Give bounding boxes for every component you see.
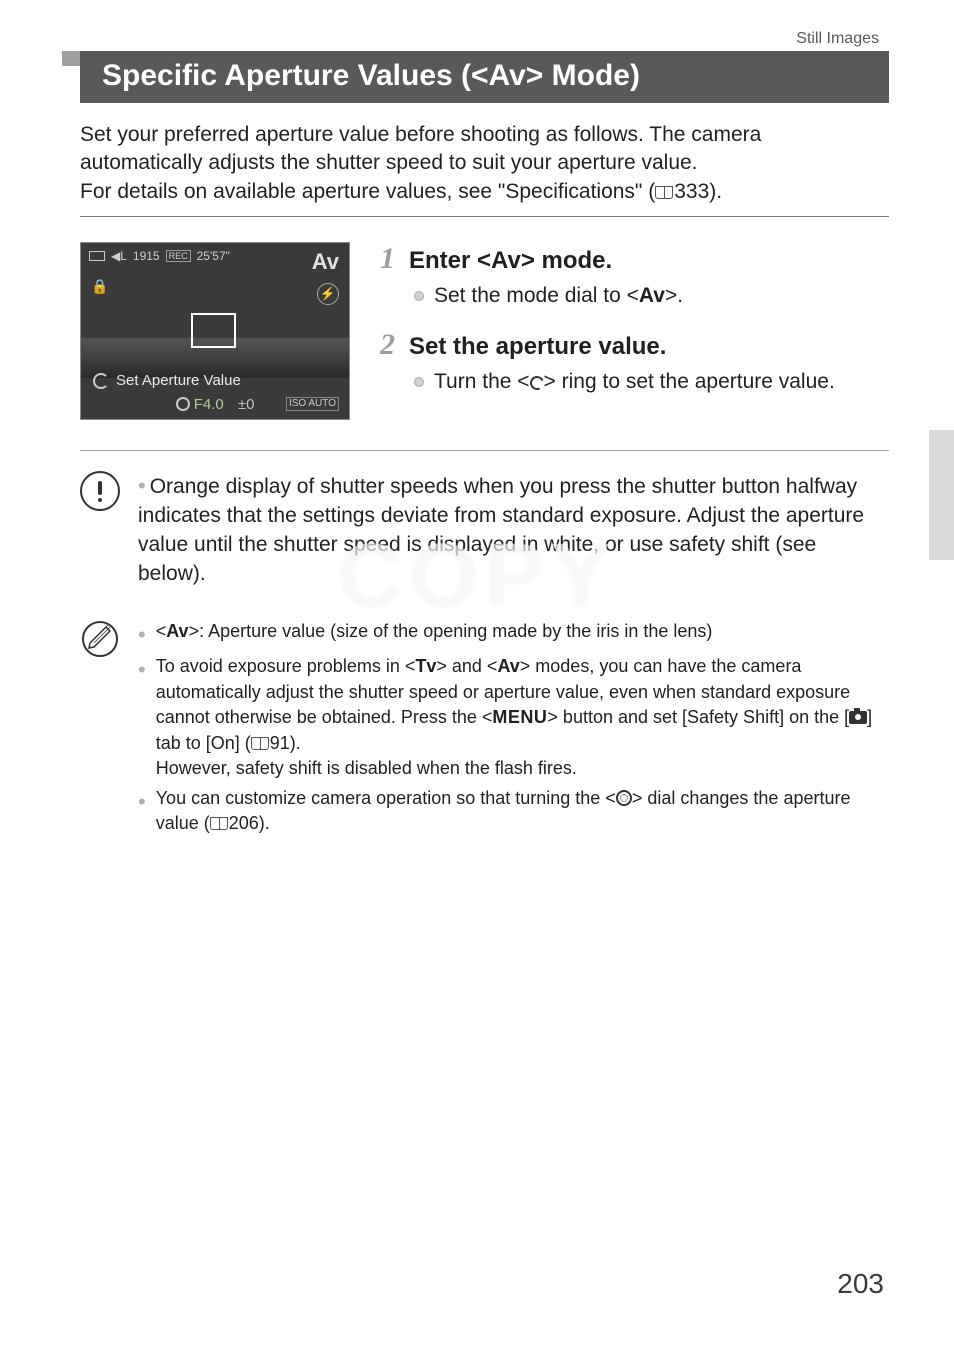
book-icon <box>655 186 673 199</box>
bullet-dot <box>414 377 424 387</box>
bullet-dot <box>414 291 424 301</box>
pencil-note-icon <box>80 619 120 659</box>
note2-b: > and < <box>436 656 497 676</box>
note2-ref: 91 <box>270 733 290 753</box>
step-2-title: Set the aperture value. <box>409 333 666 361</box>
note3-c: ). <box>259 813 270 833</box>
tv-symbol: Tv <box>415 656 436 676</box>
divider <box>80 450 889 451</box>
step-2-heading: 2 Set the aperture value. <box>380 328 889 362</box>
note1-prefix: < <box>156 621 167 641</box>
intro-line1: Set your preferred aperture value before… <box>80 123 761 174</box>
preview-expcomp: ±0 <box>238 396 255 413</box>
flash-icon: ⚡ <box>317 283 339 305</box>
note-item-3: • You can customize camera operation so … <box>138 786 889 837</box>
divider <box>80 216 889 217</box>
bullet-dot: • <box>138 654 146 782</box>
note2-f: ). <box>290 733 301 753</box>
step-2-number: 2 <box>380 328 395 362</box>
note2-g: However, safety shift is disabled when t… <box>156 758 577 778</box>
note2-a: To avoid exposure problems in < <box>156 656 416 676</box>
intro-text: Set your preferred aperture value before… <box>80 121 889 206</box>
step-1-bullet-suffix: >. <box>665 284 683 307</box>
bullet-dot: • <box>138 619 146 650</box>
warning-text: Orange display of shutter speeds when yo… <box>138 475 864 585</box>
step-2-bullet: Turn the < > ring to set the aperture val… <box>414 368 889 396</box>
av-symbol: Av <box>497 656 519 676</box>
bullet-dot: • <box>138 473 146 498</box>
av-symbol: Av <box>491 247 521 274</box>
step-2-bullet-prefix: Turn the < <box>434 370 530 393</box>
dial-icon <box>616 790 632 806</box>
note1-suffix: >: Aperture value (size of the opening m… <box>189 621 713 641</box>
page-title: Specific Aperture Values (<Av> Mode) <box>80 51 889 103</box>
focus-box <box>191 313 236 348</box>
intro-ref: 333 <box>674 180 709 203</box>
warning-icon <box>80 471 120 511</box>
note2-d: > button and set [Safety Shift] on the [ <box>547 707 849 727</box>
intro-line2-prefix: For details on available aperture values… <box>80 180 655 203</box>
preview-overlay-label: Set Aperture Value <box>116 372 241 389</box>
warning-block: •Orange display of shutter speeds when y… <box>80 471 889 589</box>
note-item-2: • To avoid exposure problems in <Tv> and… <box>138 654 889 782</box>
step-1-title-suffix: > mode. <box>521 247 612 274</box>
preview-count: 1915 <box>133 249 160 263</box>
step-2-bullet-suffix: > ring to set the aperture value. <box>544 370 835 393</box>
book-icon <box>251 737 269 750</box>
preview-aperture: F4.0 <box>194 396 224 413</box>
preview-iso-badge: ISO AUTO <box>286 397 339 411</box>
book-icon <box>210 817 228 830</box>
step-1-number: 1 <box>380 242 395 276</box>
preview-time: 25'57" <box>197 249 230 263</box>
bullet-dot: • <box>138 786 146 837</box>
step-1-heading: 1 Enter <Av> mode. <box>380 242 889 276</box>
note3-a: You can customize camera operation so th… <box>156 788 616 808</box>
step-1-bullet-prefix: Set the mode dial to < <box>434 284 639 307</box>
step-1-title-prefix: Enter < <box>409 247 491 274</box>
page-number: 203 <box>837 1268 884 1300</box>
notes-block: • <Av>: Aperture value (size of the open… <box>80 619 889 841</box>
av-symbol: Av <box>166 621 188 641</box>
category-label: Still Images <box>80 30 889 48</box>
step-1-bullet: Set the mode dial to <Av>. <box>414 282 889 310</box>
camera-preview: ◀L 1915 REC 25'57" 🔒 Av ⚡ Set Aperture V… <box>80 242 350 420</box>
intro-line2-suffix: ). <box>709 180 722 203</box>
av-symbol: Av <box>639 284 665 307</box>
lock-icon: 🔒 <box>91 278 108 295</box>
ring-icon <box>93 373 109 389</box>
side-tab <box>929 430 954 560</box>
preview-mode-badge: Av <box>312 249 339 275</box>
note3-ref: 206 <box>229 813 259 833</box>
note-item-1: • <Av>: Aperture value (size of the open… <box>138 619 889 650</box>
camera-tab-icon <box>849 711 867 724</box>
menu-symbol: MENU <box>492 707 547 727</box>
